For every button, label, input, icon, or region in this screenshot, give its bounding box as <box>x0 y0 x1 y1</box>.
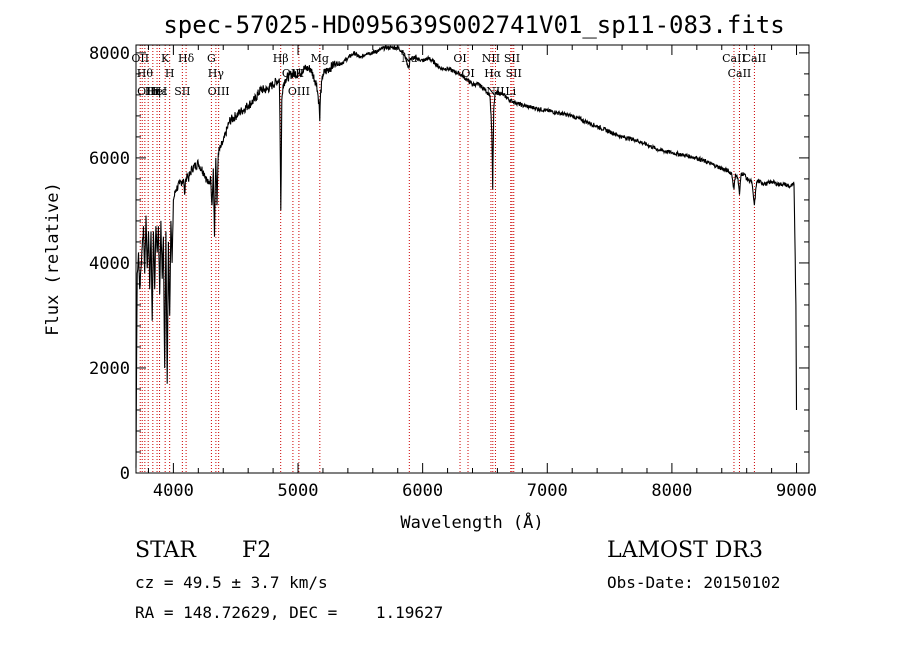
chart-title: spec-57025-HD095639S002741V01_sp11-083.f… <box>163 11 784 39</box>
line-marker-label: CaII <box>728 67 752 80</box>
line-marker-label: K <box>161 52 170 65</box>
line-marker-label: Li <box>505 85 516 98</box>
line-marker-label: SII <box>504 52 520 65</box>
line-marker-label: Hε <box>152 85 168 98</box>
y-axis-label: Flux (relative) <box>43 182 63 336</box>
line-marker-label: H <box>165 67 175 80</box>
y-tick-label: 0 <box>120 464 130 484</box>
line-marker-label: SII <box>506 67 522 80</box>
redshift-info: cz = 49.5 ± 3.7 km/s <box>135 573 328 592</box>
x-tick-label: 6000 <box>402 481 443 501</box>
line-marker-label: Hθ <box>137 67 154 80</box>
line-marker-label: CaII <box>722 52 746 65</box>
coordinates: RA = 148.72629, DEC = 1.19627 <box>135 603 444 622</box>
line-markers <box>139 45 755 473</box>
x-tick-label: 4000 <box>153 481 194 501</box>
x-tick-label: 5000 <box>278 481 319 501</box>
survey-name: LAMOST DR3 <box>607 538 763 563</box>
y-tick-label: 4000 <box>89 254 130 274</box>
x-tick-label: 8000 <box>651 481 692 501</box>
object-class: STAR <box>135 538 196 563</box>
line-marker-label: NII <box>482 52 500 65</box>
line-marker-label: OIII <box>208 85 230 98</box>
line-marker-label: OIII <box>288 85 310 98</box>
y-axis-ticks: 0 2000 4000 6000 8000 <box>89 44 809 484</box>
y-tick-label: 8000 <box>89 44 130 64</box>
line-marker-label: OI <box>453 52 466 65</box>
plot-frame <box>135 44 810 474</box>
line-marker-label: SII <box>174 85 190 98</box>
x-axis-ticks: 4000 5000 6000 7000 8000 9000 <box>147 45 817 501</box>
object-subclass: F2 <box>242 538 272 563</box>
line-marker-label: OIII <box>137 85 159 98</box>
line-marker-label: HeI <box>147 85 167 98</box>
x-tick-label: 7000 <box>527 481 568 501</box>
obs-date: Obs-Date: 20150102 <box>607 573 781 592</box>
line-marker-label: Mg <box>311 52 329 65</box>
line-marker-label: Hα <box>484 67 502 80</box>
line-marker-label: Hγ <box>208 67 225 80</box>
line-marker-label: Hβ <box>273 52 289 65</box>
line-marker-label: G <box>207 52 216 65</box>
x-tick-label: 9000 <box>776 481 817 501</box>
line-marker-label: CaII <box>743 52 767 65</box>
spectrum-line <box>135 44 798 468</box>
line-marker-label: Hη <box>145 85 161 98</box>
x-axis-label: Wavelength (Å) <box>400 511 543 533</box>
y-tick-label: 2000 <box>89 359 130 379</box>
y-tick-label: 6000 <box>89 149 130 169</box>
line-marker-label: Hδ <box>178 52 195 65</box>
line-marker-label: OII <box>131 52 149 65</box>
